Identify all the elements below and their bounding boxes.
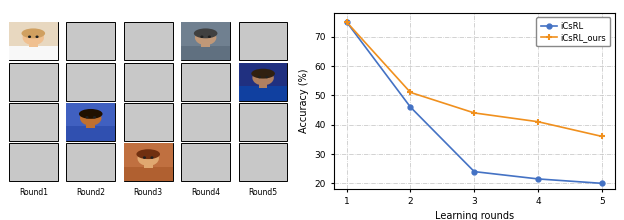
Bar <box>239 63 288 101</box>
Bar <box>259 83 268 88</box>
Bar <box>124 103 173 141</box>
iCsRL_ours <box>534 120 542 123</box>
Circle shape <box>201 36 203 37</box>
Ellipse shape <box>80 110 102 126</box>
Text: Round1: Round1 <box>19 188 48 197</box>
Ellipse shape <box>22 30 44 45</box>
Bar <box>239 103 288 141</box>
Bar <box>9 46 57 60</box>
Bar <box>182 46 230 60</box>
Ellipse shape <box>251 69 275 79</box>
Bar <box>66 143 115 181</box>
Circle shape <box>151 157 153 158</box>
Bar <box>239 22 288 60</box>
Bar <box>86 123 95 128</box>
Bar <box>239 143 288 181</box>
Bar <box>66 63 115 101</box>
Bar <box>144 163 153 168</box>
Bar <box>9 22 57 60</box>
Circle shape <box>258 77 260 78</box>
Line: iCsRL_ours: iCsRL_ours <box>343 18 605 140</box>
Bar <box>239 86 288 101</box>
Ellipse shape <box>194 28 217 38</box>
Text: Round2: Round2 <box>76 188 105 197</box>
Ellipse shape <box>252 70 274 85</box>
Circle shape <box>266 77 268 78</box>
Bar <box>9 63 57 101</box>
Bar <box>66 103 115 141</box>
iCsRL_ours <box>407 91 414 94</box>
Bar <box>66 22 115 60</box>
Circle shape <box>144 157 145 158</box>
Circle shape <box>94 117 95 118</box>
Bar <box>29 43 37 47</box>
Bar <box>182 103 230 141</box>
Y-axis label: Accuracy (%): Accuracy (%) <box>299 69 309 134</box>
Circle shape <box>36 36 38 37</box>
iCsRL <box>343 21 350 23</box>
Bar <box>66 103 115 141</box>
Legend: iCsRL, iCsRL_ours: iCsRL, iCsRL_ours <box>537 17 610 46</box>
Bar <box>182 22 230 60</box>
Bar <box>124 22 173 60</box>
Circle shape <box>208 36 210 37</box>
Bar <box>239 63 288 101</box>
Ellipse shape <box>195 30 217 45</box>
Ellipse shape <box>79 109 102 119</box>
Bar <box>182 22 230 60</box>
Text: Round3: Round3 <box>134 188 163 197</box>
iCsRL <box>534 178 542 180</box>
Ellipse shape <box>137 149 160 159</box>
Bar <box>182 143 230 181</box>
Ellipse shape <box>137 151 159 166</box>
iCsRL <box>598 182 606 185</box>
Text: Round5: Round5 <box>248 188 278 197</box>
Bar <box>202 43 210 47</box>
X-axis label: Learning rounds: Learning rounds <box>435 211 514 220</box>
iCsRL_ours <box>598 135 606 138</box>
Circle shape <box>86 117 88 118</box>
Bar <box>182 63 230 101</box>
Bar <box>66 126 115 141</box>
Bar <box>124 143 173 181</box>
iCsRL <box>470 170 478 173</box>
Line: iCsRL: iCsRL <box>344 20 604 186</box>
Text: Round4: Round4 <box>191 188 220 197</box>
iCsRL_ours <box>343 21 350 23</box>
Bar <box>9 22 57 60</box>
Bar <box>124 167 173 181</box>
Bar <box>9 143 57 181</box>
Ellipse shape <box>21 28 45 38</box>
iCsRL <box>407 106 414 108</box>
Bar <box>9 103 57 141</box>
Bar <box>124 63 173 101</box>
Circle shape <box>29 36 31 37</box>
Bar <box>124 143 173 181</box>
iCsRL_ours <box>470 112 478 114</box>
